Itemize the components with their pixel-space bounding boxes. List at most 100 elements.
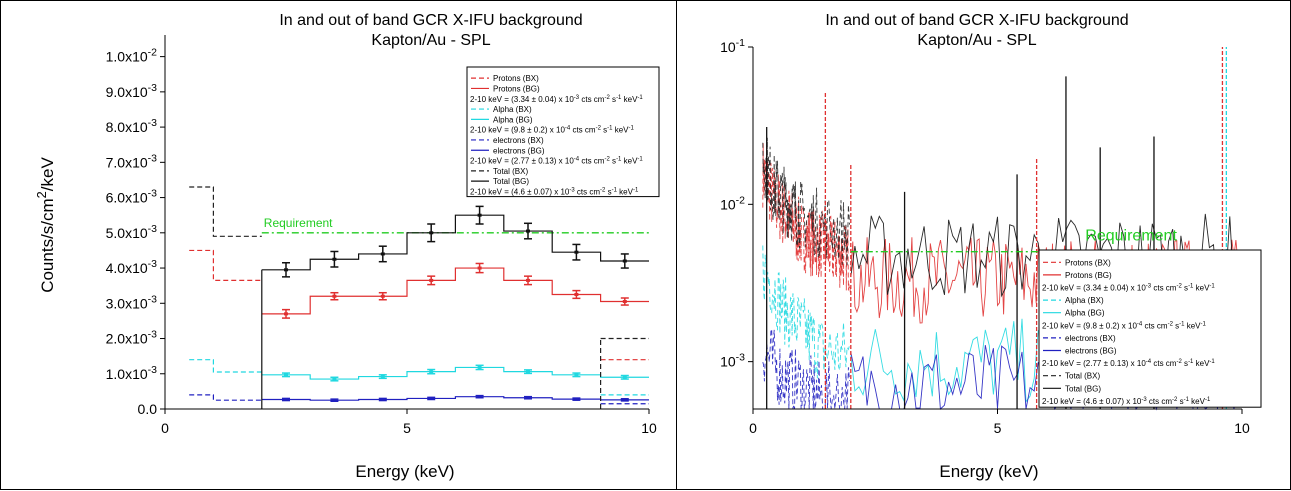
- x-axis-label: Energy (keV): [355, 462, 454, 481]
- y-tick-label: 10-1: [720, 37, 745, 55]
- data-point: [380, 397, 385, 401]
- data-point: [477, 266, 482, 270]
- data-point: [429, 231, 434, 235]
- y-tick-label: 4.0x10-3: [106, 258, 158, 276]
- data-point: [284, 397, 288, 401]
- data-point: [429, 370, 434, 374]
- right-legend-label: electrons (BG): [1065, 347, 1117, 356]
- data-point: [380, 252, 385, 256]
- data-point: [332, 398, 337, 402]
- data-point: [284, 312, 288, 316]
- y-tick-label: 1.0x10-2: [106, 47, 158, 65]
- left-chart-svg: In and out of band GCR X-IFU background K…: [34, 12, 660, 481]
- series-line: [189, 359, 649, 396]
- right-legend-label: Protons (BX): [1065, 258, 1111, 267]
- data-point: [332, 377, 337, 381]
- left-chart-panel: In and out of band GCR X-IFU background K…: [0, 0, 677, 490]
- series-line: [261, 214, 649, 409]
- y-tick-label: 9.0x10-3: [106, 82, 158, 100]
- data-point: [622, 300, 627, 304]
- y-tick-label: 5.0x10-3: [106, 223, 158, 241]
- y-tick-label: 0.0: [138, 401, 158, 417]
- data-point: [380, 294, 385, 298]
- left-legend-label: Protons (BG): [493, 84, 540, 93]
- right-legend-label: Protons (BG): [1065, 271, 1112, 280]
- y-tick-label: 8.0x10-3: [106, 117, 158, 135]
- left-legend-label: Protons (BX): [493, 74, 539, 83]
- data-point: [622, 259, 627, 263]
- series-line: [261, 366, 649, 380]
- x-axis-label: Energy (keV): [939, 462, 1038, 481]
- requirement-label: Requirement: [264, 216, 333, 230]
- data-point: [429, 278, 434, 282]
- chart-subtitle: Kapton/Au - SPL: [371, 32, 490, 49]
- data-point: [526, 370, 530, 374]
- left-legend-label: Total (BG): [493, 177, 529, 186]
- data-point: [477, 365, 482, 369]
- data-point: [622, 375, 627, 379]
- chart-title: In and out of band GCR X-IFU background: [825, 12, 1128, 29]
- right-chart-panel: In and out of band GCR X-IFU background K…: [676, 0, 1291, 490]
- right-legend-label: electrons (BX): [1065, 334, 1116, 343]
- left-legend-label: Alpha (BG): [493, 115, 533, 124]
- x-tick-label: 5: [994, 420, 1002, 436]
- left-legend-label: electrons (BX): [493, 136, 544, 145]
- data-point: [284, 373, 288, 377]
- x-tick-label: 10: [641, 420, 657, 436]
- requirement-label: Requirement: [1085, 228, 1177, 245]
- right-legend-label: Total (BX): [1065, 372, 1100, 381]
- data-point: [477, 213, 482, 217]
- data-point: [574, 292, 579, 296]
- right-legend-box: [1038, 249, 1262, 408]
- left-legend-label: Total (BX): [493, 167, 528, 176]
- data-point: [526, 278, 530, 282]
- x-tick-label: 0: [161, 420, 169, 436]
- left-legend-note: 2-10 keV = (3.34 ± 0.04) x 10-3 cts cm-2…: [470, 95, 643, 104]
- data-point: [429, 396, 434, 400]
- data-point: [526, 396, 530, 400]
- chart-subtitle: Kapton/Au - SPL: [917, 32, 1036, 49]
- right-legend-note: 2-10 keV = (2.77 ± 0.13) x 10-4 cts cm-2…: [1042, 359, 1215, 368]
- data-point: [526, 229, 530, 233]
- y-tick-label: 3.0x10-3: [106, 293, 158, 311]
- series-line: [189, 249, 649, 361]
- right-legend-label: Alpha (BX): [1065, 296, 1104, 305]
- left-legend-label: Alpha (BX): [493, 105, 532, 114]
- x-tick-label: 5: [403, 420, 411, 436]
- x-tick-label: 10: [1234, 420, 1250, 436]
- x-tick-label: 0: [749, 420, 757, 436]
- chart-title: In and out of band GCR X-IFU background: [279, 12, 582, 29]
- data-point: [622, 398, 627, 402]
- left-legend-note: 2-10 keV = (2.77 ± 0.13) x 10-4 cts cm-2…: [470, 157, 643, 166]
- right-legend-note: 2-10 keV = (3.34 ± 0.04) x 10-3 cts cm-2…: [1042, 284, 1215, 293]
- data-point: [574, 397, 579, 401]
- series-line: [762, 143, 851, 294]
- data-point: [332, 294, 337, 298]
- right-legend-label: Alpha (BG): [1065, 309, 1105, 318]
- data-point: [574, 373, 579, 377]
- series-line: [762, 137, 851, 266]
- y-tick-label: 1.0x10-3: [106, 364, 158, 382]
- y-tick-label: 10-3: [720, 352, 745, 370]
- series-line: [189, 186, 649, 340]
- data-point: [380, 375, 385, 379]
- left-legend-box: [466, 66, 660, 198]
- y-tick-label: 2.0x10-3: [106, 329, 158, 347]
- data-point: [332, 257, 337, 261]
- series-line: [762, 245, 851, 379]
- left-legend-label: electrons (BG): [493, 146, 545, 155]
- left-legend-note: 2-10 keV = (4.6 ± 0.07) x 10-3 cts cm-2 …: [470, 187, 639, 196]
- y-tick-label: 6.0x10-3: [106, 188, 158, 206]
- y-tick-label: 7.0x10-3: [106, 152, 158, 170]
- data-point: [477, 395, 482, 399]
- y-tick-label: 10-2: [720, 194, 745, 212]
- right-chart-svg: In and out of band GCR X-IFU background K…: [720, 12, 1262, 481]
- data-point: [574, 250, 579, 254]
- right-legend-note: 2-10 keV = (9.8 ± 0.2) x 10-4 cts cm-2 s…: [1042, 321, 1207, 330]
- right-legend-note: 2-10 keV = (4.6 ± 0.07) x 10-3 cts cm-2 …: [1042, 397, 1211, 406]
- series-line: [189, 394, 649, 405]
- left-legend-note: 2-10 keV = (9.8 ± 0.2) x 10-4 cts cm-2 s…: [470, 126, 635, 135]
- y-axis-label: Counts/s/cm2/keV: [34, 157, 58, 293]
- data-point: [284, 268, 288, 272]
